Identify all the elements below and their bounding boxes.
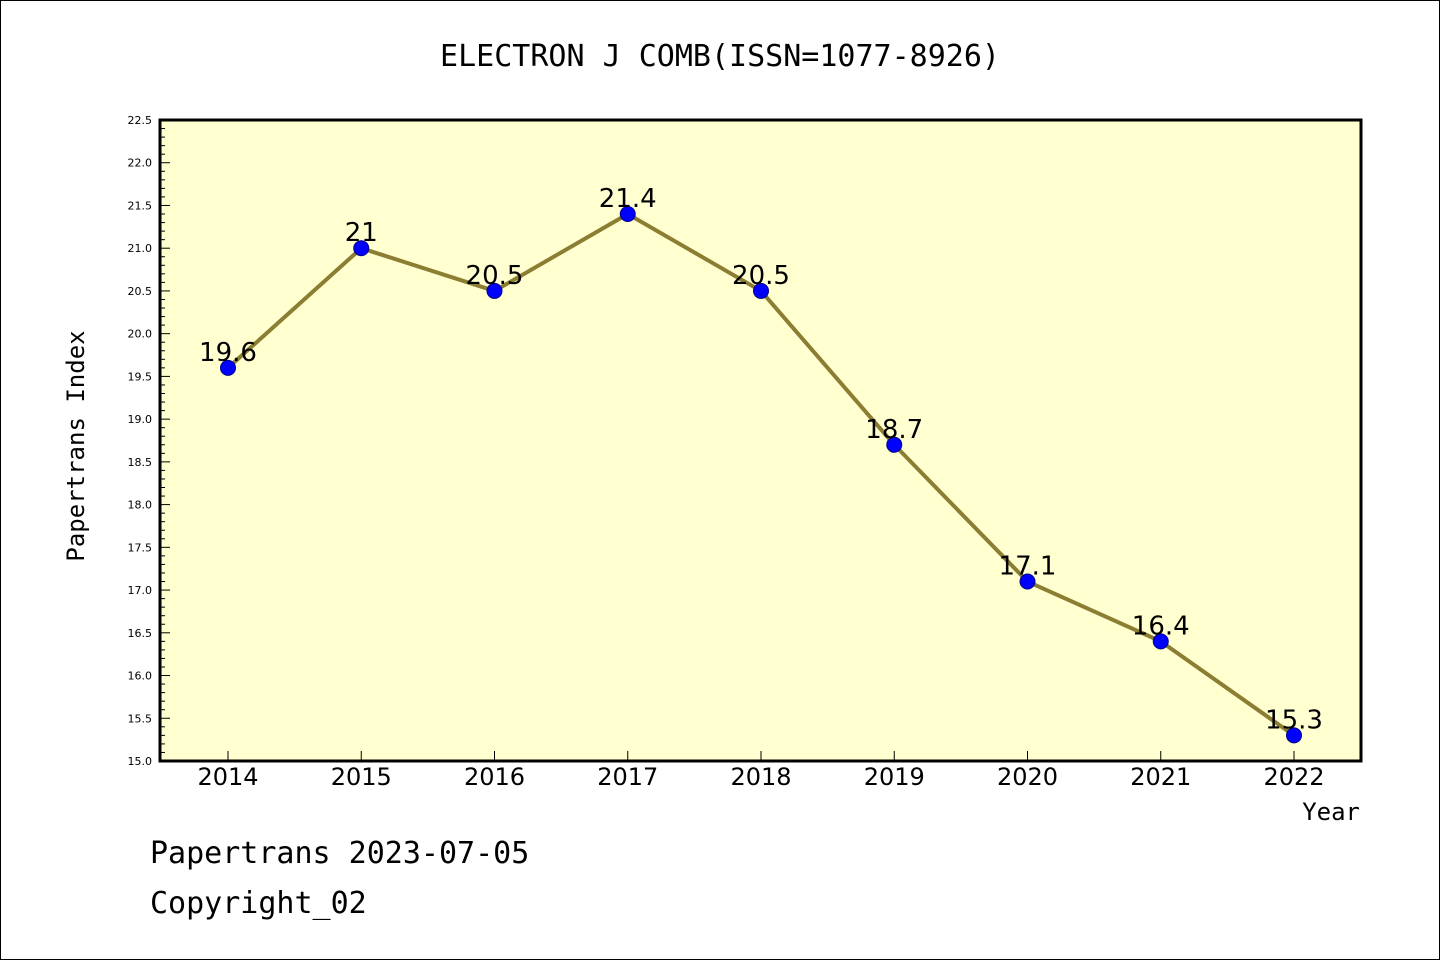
data-point	[753, 282, 769, 299]
y-tick-label: 22.0	[128, 157, 153, 170]
y-tick-label: 15.5	[128, 712, 153, 725]
data-point	[886, 436, 903, 453]
data-point	[353, 240, 370, 257]
y-tick-label: 18.5	[128, 456, 153, 469]
data-label: 20.5	[732, 261, 790, 291]
plot-border	[158, 118, 1363, 763]
x-tick-label: 2022	[1263, 763, 1324, 791]
data-point	[1019, 573, 1036, 590]
y-tick-label: 17.0	[128, 584, 153, 597]
data-label: 21	[345, 218, 378, 248]
y-tick-label: 16.5	[128, 627, 153, 640]
data-point	[486, 282, 503, 299]
data-labels: 19.6 21 20.5 21.4 20.5 18.7 17.1 16.4 15.3	[199, 184, 1323, 735]
x-tick-label: 2020	[997, 763, 1058, 791]
x-axis: 2014 2015 2016 2017 2018 2019 2020 2021 2022	[197, 751, 1325, 791]
x-tick-label: 2021	[1130, 763, 1191, 791]
y-tick-label: 20.0	[128, 328, 153, 341]
data-point	[619, 206, 636, 223]
x-tick-label: 2014	[197, 763, 258, 791]
data-label: 18.7	[865, 415, 923, 445]
data-label: 15.3	[1265, 705, 1323, 735]
x-axis-label: Year	[1302, 798, 1360, 826]
x-tick-label: 2018	[730, 763, 791, 791]
x-tick-label: 2015	[331, 763, 392, 791]
data-label: 21.4	[599, 184, 657, 214]
chart-title: ELECTRON J COMB(ISSN=1077-8926)	[440, 39, 1000, 74]
data-label: 19.6	[199, 338, 257, 368]
y-tick-label: 17.5	[128, 541, 153, 554]
plot-area	[160, 120, 1361, 761]
data-point	[220, 359, 236, 376]
y-tick-label: 16.0	[128, 670, 153, 683]
x-tick-label: 2019	[864, 763, 925, 791]
x-tick-label: 2017	[597, 763, 658, 791]
data-point	[1286, 727, 1302, 744]
data-label: 17.1	[999, 552, 1057, 582]
data-label: 16.4	[1132, 611, 1190, 641]
y-axis: 15.0 15.5 16.0 16.5 17.0 17.5 18.0 18.5 19.0 19.5…	[128, 114, 170, 768]
y-tick-label: 19.0	[128, 413, 153, 426]
data-label: 20.5	[466, 261, 524, 291]
footer-date: Papertrans 2023-07-05	[150, 836, 530, 871]
y-tick-label: 21.5	[128, 199, 153, 212]
y-axis-label: Papertrans Index	[62, 330, 90, 561]
y-tick-label: 22.5	[128, 114, 153, 127]
footer-copyright: Copyright_02	[150, 886, 367, 921]
data-markers	[220, 206, 1302, 744]
y-tick-label: 18.0	[128, 499, 153, 512]
y-tick-label: 20.5	[128, 285, 153, 298]
y-tick-label: 21.0	[128, 242, 153, 255]
y-tick-label: 19.5	[128, 370, 153, 383]
data-point	[1152, 633, 1169, 650]
x-tick-label: 2016	[464, 763, 525, 791]
y-tick-label: 15.0	[128, 755, 153, 768]
